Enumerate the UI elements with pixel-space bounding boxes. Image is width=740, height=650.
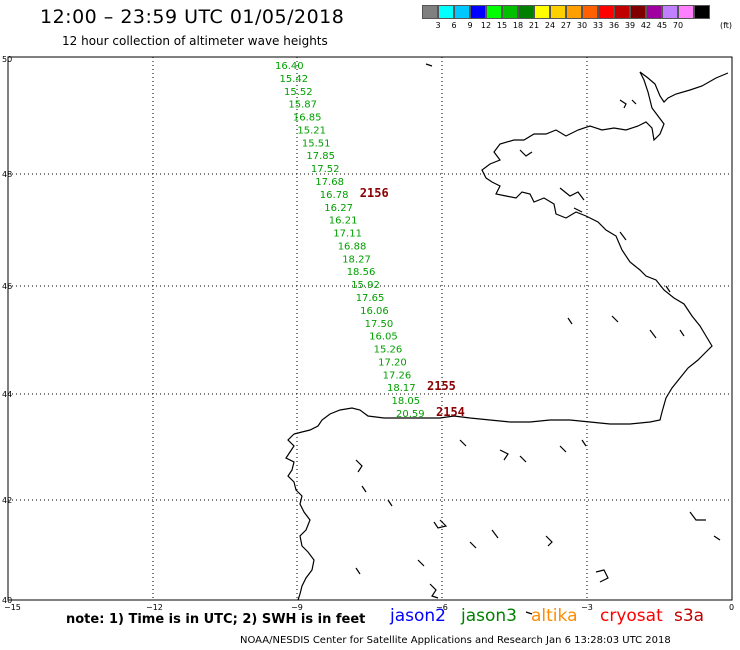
legend-label: 33 xyxy=(592,21,604,30)
mission-jason2: jason2 xyxy=(390,606,446,626)
wave-height-value: 16.06 xyxy=(360,306,389,317)
wave-height-value: 16.27 xyxy=(324,203,353,214)
pass-number-labels: 2156 2155 2154 xyxy=(360,186,465,419)
lat-label: 48 xyxy=(2,170,12,179)
lat-label: 40 xyxy=(2,596,12,605)
wave-height-value: 18.05 xyxy=(392,396,421,407)
legend-label: 9 xyxy=(467,21,473,30)
wave-height-value: 18.27 xyxy=(342,254,371,265)
pass-number: 2155 xyxy=(427,379,456,393)
legend-label: 42 xyxy=(640,21,652,30)
wave-height-value: 16.40 xyxy=(275,61,304,72)
wave-height-value: 17.52 xyxy=(311,164,340,175)
legend-label: 27 xyxy=(560,21,572,30)
lat-label: 44 xyxy=(2,390,12,399)
legend-swatch xyxy=(566,5,582,19)
legend-swatch xyxy=(694,5,710,19)
wave-height-value: 18.56 xyxy=(347,267,376,278)
legend-swatch xyxy=(454,5,470,19)
wave-height-value: 16.85 xyxy=(293,113,322,124)
legend-swatch xyxy=(646,5,662,19)
legend-swatch xyxy=(582,5,598,19)
wave-height-value: 20.59 xyxy=(396,409,425,420)
legend-swatch xyxy=(502,5,518,19)
wave-height-value: 17.11 xyxy=(333,229,362,240)
legend-swatch xyxy=(534,5,550,19)
wave-height-value: 17.68 xyxy=(315,177,344,188)
map-title: 12:00 – 23:59 UTC 01/05/2018 xyxy=(40,6,345,28)
lon-label: −9 xyxy=(291,603,303,612)
wave-height-value: 18.17 xyxy=(387,383,416,394)
legend-swatch xyxy=(550,5,566,19)
legend-label: 21 xyxy=(528,21,540,30)
legend-label: 70 xyxy=(672,21,684,30)
legend-swatch xyxy=(470,5,486,19)
legend-label: 3 xyxy=(435,21,441,30)
lon-label: −3 xyxy=(581,603,593,612)
wave-height-value: 15.87 xyxy=(288,100,317,111)
wave-height-value: 17.26 xyxy=(383,370,412,381)
legend-swatch xyxy=(630,5,646,19)
wave-height-value: 15.21 xyxy=(297,125,326,136)
wave-height-value: 17.65 xyxy=(356,293,385,304)
legend-swatch xyxy=(422,5,438,19)
legend-swatch xyxy=(614,5,630,19)
wave-height-value: 17.20 xyxy=(378,357,407,368)
wave-height-value: 17.85 xyxy=(306,151,335,162)
legend-label: 36 xyxy=(608,21,620,30)
legend-label: 15 xyxy=(496,21,508,30)
legend-swatch xyxy=(598,5,614,19)
legend-label: 24 xyxy=(544,21,556,30)
legend-label: 30 xyxy=(576,21,588,30)
coastline xyxy=(285,63,729,615)
lon-label: −15 xyxy=(4,603,21,612)
mission-cryosat: cryosat xyxy=(600,606,663,626)
wave-height-value: 15.52 xyxy=(284,87,313,98)
graticule xyxy=(8,57,732,600)
wave-height-value: 15.92 xyxy=(351,280,380,291)
wave-height-value: 16.05 xyxy=(369,332,398,343)
legend-label: 18 xyxy=(512,21,524,30)
wave-height-value: 16.78 xyxy=(320,190,349,201)
pass-number: 2154 xyxy=(436,405,465,419)
lon-label: −6 xyxy=(436,603,448,612)
wave-height-value: 16.88 xyxy=(338,241,367,252)
legend-swatch xyxy=(678,5,694,19)
lat-label: 50 xyxy=(2,55,12,64)
legend-label: 45 xyxy=(656,21,668,30)
wave-height-value: 17.50 xyxy=(365,319,394,330)
legend-unit: (ft) xyxy=(720,21,733,30)
wave-height-value: 15.26 xyxy=(374,345,403,356)
footer-note: note: 1) Time is in UTC; 2) SWH is in fe… xyxy=(66,612,366,627)
pass-number: 2156 xyxy=(360,186,389,200)
lon-label: 0 xyxy=(729,603,734,612)
legend-swatch xyxy=(486,5,502,19)
mission-s3a: s3a xyxy=(674,606,705,626)
wave-height-value: 15.51 xyxy=(302,138,331,149)
mission-altika: altika xyxy=(531,606,578,626)
legend-swatch xyxy=(518,5,534,19)
wave-height-value: 15.42 xyxy=(280,74,309,85)
lon-label: −12 xyxy=(146,603,163,612)
legend-label: 39 xyxy=(624,21,636,30)
lat-label: 46 xyxy=(2,282,12,291)
map-subtitle: 12 hour collection of altimeter wave hei… xyxy=(62,34,328,48)
legend-swatch xyxy=(438,5,454,19)
legend-label: 6 xyxy=(451,21,457,30)
credit-line: NOAA/NESDIS Center for Satellite Applica… xyxy=(240,635,671,646)
color-legend xyxy=(422,5,710,19)
legend-label: 12 xyxy=(480,21,492,30)
map-frame xyxy=(7,56,733,601)
legend-swatch xyxy=(662,5,678,19)
mission-jason3: jason3 xyxy=(461,606,517,626)
lat-label: 42 xyxy=(2,496,12,505)
axis-labels: 50 48 46 44 42 40 −15 −12 −9 −6 −3 0 xyxy=(2,55,734,612)
wave-height-value: 16.21 xyxy=(329,216,358,227)
